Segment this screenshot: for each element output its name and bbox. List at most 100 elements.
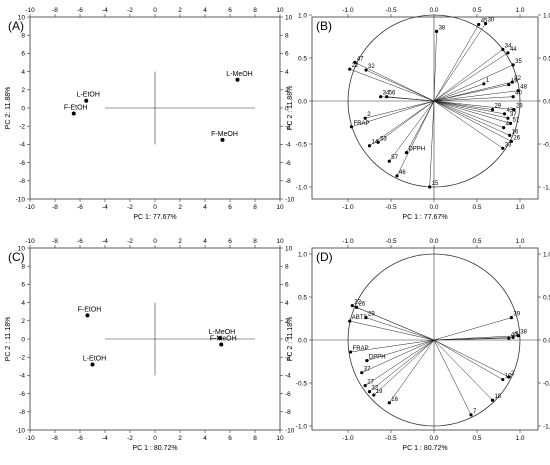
loading-point [506, 51, 510, 55]
loading-point [501, 47, 505, 52]
x-tick-label-bottom: -8 [52, 204, 58, 211]
x-tick-label-top: -10 [25, 238, 35, 245]
x-tick-label-bottom: -4 [102, 435, 108, 442]
y-tick-label-right: -8 [285, 178, 291, 185]
loading-vector [433, 100, 509, 119]
loading-vector [429, 100, 435, 188]
loading-vector [351, 100, 435, 128]
loading-vector [373, 339, 435, 396]
x-tick-label-bottom: -0.5 [385, 435, 397, 442]
x-tick-label-top: 4 [203, 238, 207, 245]
y-tick-label-left: 0.5 [298, 294, 307, 301]
x-tick-label-bottom: 6 [228, 204, 232, 211]
loading-vector [369, 339, 435, 392]
panel-label: (A) [8, 19, 24, 33]
score-label: F-EtOH [64, 104, 88, 111]
x-tick-label-top: 0.0 [429, 7, 438, 14]
y-tick-label-left: -4 [19, 373, 25, 380]
loading-vector [433, 90, 519, 102]
loading-point [508, 121, 513, 125]
loading-point [353, 60, 357, 64]
x-tick-label-bottom: -1.0 [342, 435, 354, 442]
x-tick-label-bottom: 0 [153, 204, 157, 211]
y-tick-label-left: 8 [21, 264, 25, 271]
y-tick-label-right: -10 [285, 427, 295, 434]
loading-label: 33 [505, 142, 512, 148]
x-tick-label-bottom: -8 [52, 435, 58, 442]
y-tick-label-left: -8 [19, 409, 25, 416]
y-tick-label-right: 8 [285, 264, 289, 271]
loading-point [348, 319, 352, 323]
score-point [90, 362, 95, 367]
x-tick-label-bottom: 0 [153, 435, 157, 442]
loading-label: 30 [488, 18, 495, 24]
loading-vector [433, 49, 503, 102]
y-tick-label-right: 1.0 [543, 251, 550, 258]
score-label: L-EtOH [77, 92, 100, 99]
y-tick-label-left: 4 [21, 300, 25, 307]
loading-point [367, 390, 372, 394]
x-tick-label-top: 10 [276, 238, 284, 245]
loading-vector [365, 317, 435, 341]
score-point [219, 342, 224, 347]
loading-label: 18 [494, 394, 501, 400]
loading-vector [433, 100, 510, 136]
loading-vector [365, 100, 435, 119]
loading-label: FRAP [353, 346, 369, 352]
x-tick-label-top: 0 [153, 7, 157, 14]
loading-point [367, 144, 372, 148]
y-tick-label-left: -10 [16, 427, 26, 434]
score-point [220, 137, 225, 142]
loading-vector [433, 64, 514, 102]
x-tick-label-bottom: 0.0 [429, 204, 438, 211]
y-tick-label-right: 2 [285, 318, 289, 325]
loading-point [502, 126, 506, 130]
y-tick-label-right: -4 [285, 373, 291, 380]
loading-point [404, 151, 409, 155]
y-tick-label-right: 6 [285, 51, 289, 58]
loading-point [365, 359, 369, 363]
loading-vector [433, 24, 479, 102]
loading-label: 4 [506, 122, 510, 128]
loading-label: 57 [391, 155, 398, 161]
y-tick-label-right: 0.0 [543, 98, 550, 105]
y-tick-label-right: 8 [285, 33, 289, 40]
loading-point [364, 316, 368, 320]
loading-vector [365, 69, 435, 102]
loading-label: 32 [372, 386, 379, 392]
y-tick-label-left: -8 [19, 178, 25, 185]
loading-point [506, 116, 510, 120]
x-tick-label-bottom: 2 [178, 204, 182, 211]
score-point [235, 77, 240, 82]
y-tick-label-right: -2 [285, 124, 291, 131]
loading-point [355, 305, 359, 309]
y-tick-label-right: 6 [285, 282, 289, 289]
x-tick-label-bottom: 10 [276, 435, 284, 442]
y-tick-label-left: 1.0 [298, 12, 307, 19]
loading-point [360, 371, 364, 375]
score-label: F-MeOH [211, 131, 238, 138]
loading-vector [433, 100, 505, 115]
loading-label: DPPH [408, 147, 425, 153]
x-axis-label: PC 1 : 77.67% [402, 214, 447, 221]
loading-vector [389, 339, 435, 403]
loading-point [507, 375, 511, 379]
loading-point [385, 95, 389, 99]
loading-vector [433, 81, 513, 102]
loading-vector [406, 100, 435, 153]
y-tick-label-left: 0 [21, 105, 25, 112]
loading-label: 35 [515, 59, 522, 65]
y-tick-label-left: -4 [19, 142, 25, 149]
loading-label: 28 [516, 104, 523, 110]
y-tick-label-right: 0 [285, 336, 289, 343]
loading-label: 56 [389, 91, 396, 97]
y-tick-label-right: -6 [285, 391, 291, 398]
y-tick-label-left: 10 [18, 14, 26, 21]
loading-vector [389, 100, 435, 162]
loading-vector [356, 307, 435, 341]
loading-vector [433, 100, 511, 124]
y-tick-label-left: 0.5 [298, 55, 307, 62]
x-tick-label-top: 2 [178, 7, 182, 14]
y-tick-label-right: 1.0 [543, 12, 550, 19]
